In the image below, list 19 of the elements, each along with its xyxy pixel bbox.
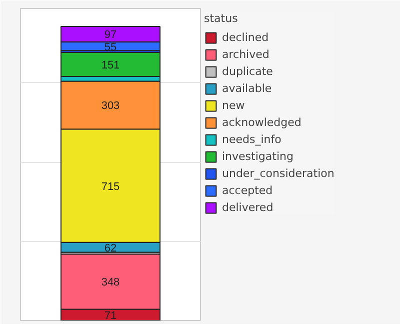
legend-title: status — [204, 12, 239, 25]
data-label: 151 — [101, 59, 120, 72]
data-label: 97 — [104, 29, 117, 42]
legend-label: archived — [222, 47, 270, 61]
legend-label: duplicate — [222, 64, 273, 78]
legend-label: investigating — [222, 149, 294, 163]
data-label: 303 — [101, 100, 120, 112]
legend-label: delivered — [222, 200, 274, 214]
data-label: 348 — [101, 276, 120, 289]
legend-label: available — [222, 81, 272, 95]
data-label: 62 — [104, 242, 117, 254]
legend-label: declined — [222, 30, 269, 44]
legend-label: under_consideration — [222, 166, 334, 180]
legend-label: accepted — [222, 183, 273, 197]
legend-label: new — [222, 98, 245, 112]
data-label: 71 — [104, 310, 117, 322]
data-label: 715 — [101, 180, 120, 193]
legend-label: acknowledged — [222, 115, 302, 129]
legend-label: needs_info — [222, 132, 282, 146]
